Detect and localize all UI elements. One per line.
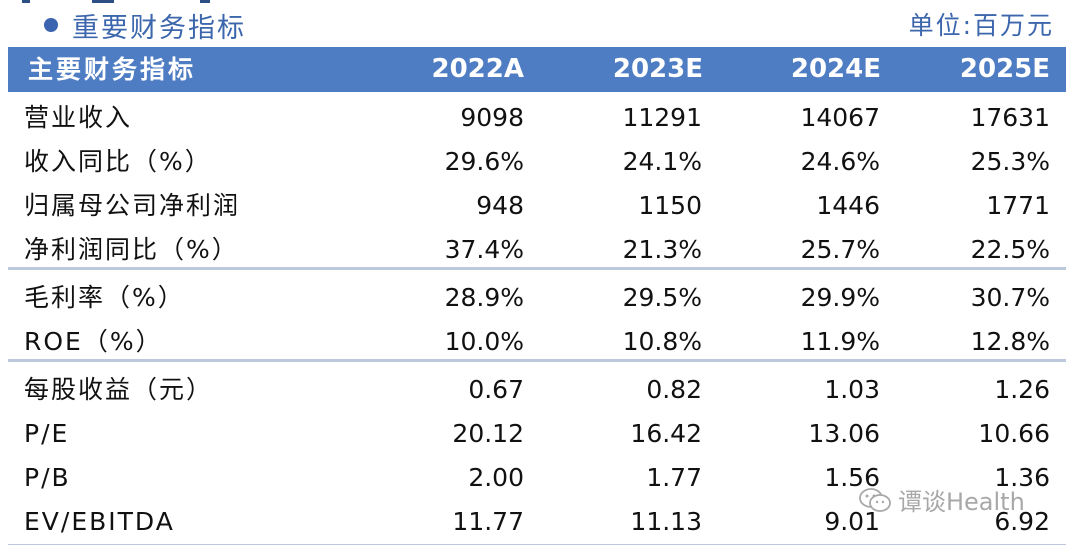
row-label: 归属母公司净利润	[24, 191, 241, 220]
watermark-text: 谭谈Health	[898, 488, 1025, 516]
table-row: 营业收入 9098 11291 14067 17631	[8, 96, 1066, 140]
row-value-2023E: 21.3%	[622, 235, 702, 264]
row-value-2022A: 10.0%	[444, 327, 524, 356]
header-year-2023: 2023E	[612, 54, 703, 84]
section-header: 重要财务指标	[44, 8, 246, 44]
header-year-2022: 2022A	[431, 54, 525, 84]
table-bottom-border	[8, 544, 1066, 545]
row-value-2024E: 13.06	[808, 419, 880, 448]
wechat-icon	[859, 487, 891, 512]
row-value-2025E: 6.92	[994, 507, 1050, 536]
row-label: 收入同比（%）	[24, 147, 212, 176]
row-value-2022A: 0.67	[468, 375, 524, 404]
row-value-2025E: 1.36	[994, 463, 1050, 492]
row-value-2023E: 11.13	[630, 507, 702, 536]
row-value-2024E: 14067	[800, 103, 880, 132]
row-value-2024E: 1.56	[824, 463, 880, 492]
row-value-2022A: 37.4%	[444, 235, 524, 264]
row-value-2022A: 948	[476, 191, 524, 220]
row-value-2023E: 0.82	[646, 375, 702, 404]
row-value-2025E: 1771	[986, 191, 1050, 220]
table-header: 主要财务指标 2022A 2023E 2024E 2025E	[8, 47, 1066, 92]
row-label: ROE（%）	[24, 327, 163, 356]
row-value-2023E: 1.77	[646, 463, 702, 492]
row-value-2024E: 11.9%	[800, 327, 880, 356]
row-value-2024E: 9.01	[824, 507, 880, 536]
row-label: P/B	[24, 463, 71, 492]
row-label: 营业收入	[24, 103, 133, 132]
table-row: ROE（%） 10.0% 10.8% 11.9% 12.8%	[8, 320, 1066, 364]
table-row: P/B 2.00 1.77 1.56 1.36	[8, 456, 1066, 500]
row-value-2022A: 29.6%	[444, 147, 524, 176]
row-value-2025E: 25.3%	[970, 147, 1050, 176]
row-label: P/E	[24, 419, 70, 448]
table-row: 收入同比（%） 29.6% 24.1% 24.6% 25.3%	[8, 140, 1066, 184]
header-year-2024: 2024E	[790, 54, 881, 84]
row-value-2024E: 1446	[816, 191, 880, 220]
row-value-2025E: 17631	[970, 103, 1050, 132]
top-decor-line	[22, 0, 212, 3]
row-value-2022A: 28.9%	[444, 283, 524, 312]
row-value-2025E: 10.66	[978, 419, 1050, 448]
row-value-2022A: 20.12	[452, 419, 524, 448]
header-label: 主要财务指标	[28, 55, 197, 84]
section-title: 重要财务指标	[72, 12, 246, 44]
table-row: 归属母公司净利润 948 1150 1446 1771	[8, 184, 1066, 228]
row-label: 毛利率（%）	[24, 283, 185, 312]
row-value-2025E: 22.5%	[970, 235, 1050, 264]
table-row: 毛利率（%） 28.9% 29.5% 29.9% 30.7%	[8, 276, 1066, 320]
row-value-2025E: 1.26	[994, 375, 1050, 404]
row-value-2022A: 9098	[460, 103, 524, 132]
row-value-2023E: 16.42	[630, 419, 702, 448]
row-value-2024E: 24.6%	[800, 147, 880, 176]
row-value-2023E: 10.8%	[622, 327, 702, 356]
group-divider	[8, 267, 1066, 270]
row-label: 净利润同比（%）	[24, 235, 239, 264]
row-value-2024E: 25.7%	[800, 235, 880, 264]
row-value-2025E: 12.8%	[970, 327, 1050, 356]
bullet-icon	[44, 18, 58, 32]
row-value-2022A: 2.00	[468, 463, 524, 492]
row-value-2024E: 29.9%	[800, 283, 880, 312]
row-value-2025E: 30.7%	[970, 283, 1050, 312]
row-value-2022A: 11.77	[452, 507, 524, 536]
row-value-2024E: 1.03	[824, 375, 880, 404]
table-row: 每股收益（元） 0.67 0.82 1.03 1.26	[8, 368, 1066, 412]
table-row: EV/EBITDA 11.77 11.13 9.01 6.92	[8, 500, 1066, 544]
header-year-2025: 2025E	[959, 54, 1050, 84]
table-row: P/E 20.12 16.42 13.06 10.66	[8, 412, 1066, 456]
watermark: 谭谈Health	[858, 482, 1025, 517]
row-value-2023E: 29.5%	[622, 283, 702, 312]
row-label: EV/EBITDA	[24, 507, 175, 536]
row-value-2023E: 11291	[622, 103, 702, 132]
row-value-2023E: 1150	[638, 191, 702, 220]
row-label: 每股收益（元）	[24, 375, 214, 404]
group-divider	[8, 359, 1066, 362]
unit-label: 单位:百万元	[908, 11, 1054, 40]
table-row: 净利润同比（%） 37.4% 21.3% 25.7% 22.5%	[8, 228, 1066, 272]
row-value-2023E: 24.1%	[622, 147, 702, 176]
